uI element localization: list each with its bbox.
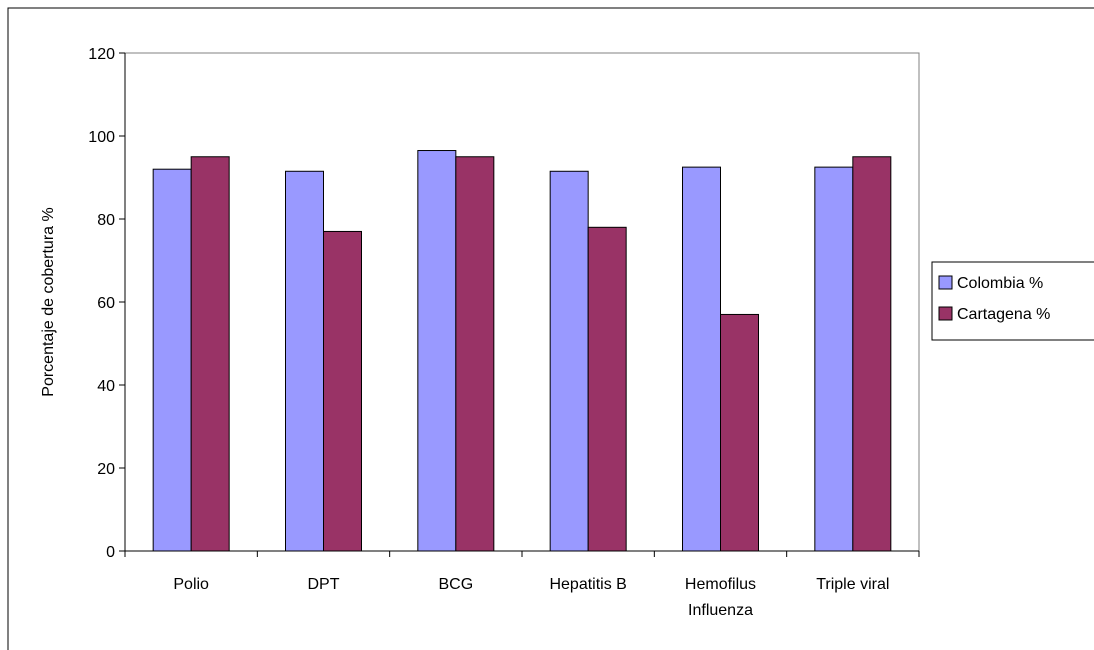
x-category-label-line: Triple viral [816, 576, 889, 593]
plot-area [124, 52, 920, 552]
y-tick-label: 0 [106, 544, 115, 561]
x-category-label: Polio [173, 576, 209, 593]
x-category-label-line: DPT [308, 576, 340, 593]
legend-label: Cartagena % [957, 306, 1050, 323]
x-category-label: Triple viral [816, 576, 889, 593]
bar-cartagena-1 [323, 230, 362, 552]
y-tick-label: 60 [97, 295, 115, 312]
legend-label: Colombia % [957, 275, 1043, 292]
y-tick-label: 100 [88, 129, 115, 146]
x-category-label: DPT [308, 576, 340, 593]
x-category-label-line: BCG [438, 576, 473, 593]
legend-swatch-cartagena [938, 306, 953, 321]
bar-cartagena-2 [455, 156, 495, 552]
x-category-label-line: Hemofilus [685, 576, 756, 593]
x-category-label-line: Hepatitis B [549, 576, 626, 593]
x-category-label: BCG [438, 576, 473, 593]
legend-swatch-colombia [938, 275, 953, 290]
x-ticks-group: Polio DPT BCG Hepatitis B Hemofilus Influenza… [124, 551, 920, 619]
y-tick-label: 40 [97, 378, 115, 395]
x-category-label-line: Influenza [688, 602, 753, 619]
bars-group [152, 150, 892, 552]
bar-colombia-4 [682, 166, 721, 552]
x-category-label: Hepatitis B [549, 576, 626, 593]
y-tick-label: 20 [97, 461, 115, 478]
bar-cartagena-0 [190, 156, 230, 552]
legend: Colombia % Cartagena % [931, 261, 1094, 341]
bar-colombia-2 [417, 150, 457, 552]
bar-colombia-5 [814, 166, 854, 552]
y-axis-title: Porcentaje de cobertura % [40, 207, 57, 396]
y-ticks-group: 0 20 40 60 80 100 120 [88, 46, 125, 561]
x-category-label-line: Polio [173, 576, 209, 593]
bar-colombia-1 [285, 170, 324, 552]
bar-colombia-0 [152, 168, 192, 552]
legend-box [931, 261, 1094, 341]
x-category-label: Hemofilus Influenza [685, 576, 756, 619]
bar-colombia-3 [549, 170, 589, 552]
bar-cartagena-3 [587, 226, 627, 552]
bar-cartagena-4 [720, 313, 759, 552]
y-tick-label: 80 [97, 212, 115, 229]
bar-cartagena-5 [852, 156, 892, 552]
y-tick-label: 120 [88, 46, 115, 63]
